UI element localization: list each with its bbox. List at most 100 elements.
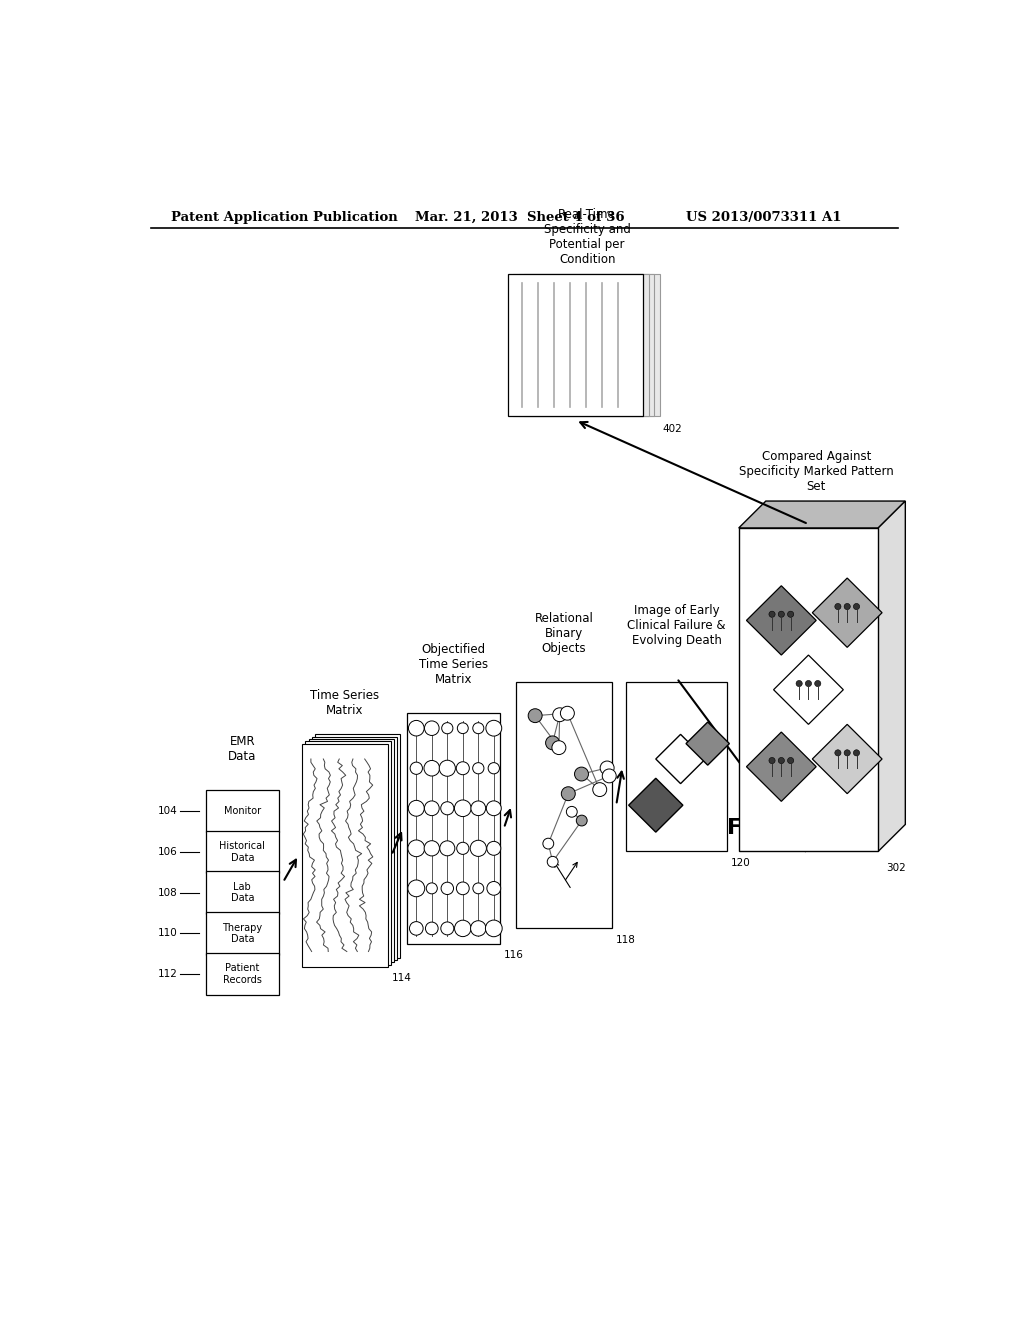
Text: 106: 106: [158, 847, 177, 857]
Circle shape: [470, 841, 486, 857]
Circle shape: [473, 723, 483, 734]
Text: EMR
Data: EMR Data: [228, 735, 256, 763]
Circle shape: [796, 681, 802, 686]
Text: Relational
Binary
Objects: Relational Binary Objects: [535, 612, 593, 655]
Text: 118: 118: [616, 935, 636, 945]
Circle shape: [409, 800, 424, 816]
Circle shape: [473, 883, 483, 894]
Circle shape: [425, 923, 438, 935]
Circle shape: [440, 801, 454, 814]
Circle shape: [543, 838, 554, 849]
Polygon shape: [812, 578, 882, 647]
Circle shape: [455, 800, 471, 817]
Bar: [627, 682, 727, 851]
Circle shape: [410, 921, 423, 935]
Circle shape: [426, 883, 437, 894]
Circle shape: [439, 760, 456, 776]
Circle shape: [488, 763, 500, 774]
Polygon shape: [773, 655, 844, 725]
Circle shape: [441, 722, 453, 734]
Circle shape: [424, 760, 439, 776]
Text: FIG. 4: FIG. 4: [727, 818, 800, 838]
Bar: [302, 743, 388, 966]
Circle shape: [457, 882, 469, 895]
Circle shape: [835, 603, 841, 610]
Circle shape: [577, 816, 587, 826]
Circle shape: [411, 762, 423, 775]
Circle shape: [844, 750, 850, 756]
Polygon shape: [738, 502, 905, 528]
Circle shape: [844, 603, 850, 610]
Circle shape: [778, 758, 784, 763]
Circle shape: [408, 880, 425, 896]
Circle shape: [561, 787, 575, 801]
Circle shape: [425, 721, 439, 735]
Circle shape: [547, 857, 558, 867]
Circle shape: [593, 783, 606, 796]
Polygon shape: [879, 502, 905, 851]
Bar: [305, 742, 391, 965]
Circle shape: [455, 920, 471, 937]
Text: 112: 112: [158, 969, 177, 979]
Circle shape: [439, 841, 455, 855]
Bar: [206, 830, 280, 873]
Text: 402: 402: [663, 424, 683, 434]
Text: Patent Application Publication: Patent Application Publication: [171, 211, 397, 224]
Bar: [407, 713, 500, 944]
Circle shape: [835, 750, 841, 756]
Polygon shape: [812, 725, 882, 793]
Circle shape: [458, 723, 468, 734]
Circle shape: [473, 763, 484, 774]
Polygon shape: [746, 733, 816, 801]
Circle shape: [485, 920, 502, 937]
Text: 120: 120: [731, 858, 751, 867]
Circle shape: [600, 762, 614, 775]
Text: Real-Time
Specificity and
Potential per
Condition: Real-Time Specificity and Potential per …: [544, 209, 631, 267]
Text: Image of Early
Clinical Failure &
Evolving Death: Image of Early Clinical Failure & Evolvi…: [628, 605, 726, 647]
Circle shape: [560, 706, 574, 721]
Text: Objectified
Time Series
Matrix: Objectified Time Series Matrix: [419, 643, 488, 686]
Circle shape: [778, 611, 784, 618]
Text: 114: 114: [391, 973, 412, 983]
Bar: [206, 953, 280, 995]
Text: 104: 104: [158, 807, 177, 816]
Circle shape: [486, 841, 501, 855]
Circle shape: [546, 737, 559, 750]
Circle shape: [769, 611, 775, 618]
Circle shape: [805, 681, 812, 686]
Circle shape: [552, 741, 566, 755]
Circle shape: [853, 750, 859, 756]
Circle shape: [457, 762, 469, 775]
Text: 116: 116: [504, 950, 523, 960]
Polygon shape: [746, 586, 816, 655]
Bar: [206, 871, 280, 913]
Circle shape: [528, 709, 542, 722]
Circle shape: [602, 770, 616, 783]
Circle shape: [408, 840, 425, 857]
Circle shape: [486, 882, 501, 895]
Text: Lab
Data: Lab Data: [230, 882, 254, 903]
Bar: [314, 734, 400, 958]
Circle shape: [787, 758, 794, 763]
Circle shape: [409, 721, 424, 737]
Bar: [524, 275, 659, 416]
Text: Patient
Records: Patient Records: [223, 964, 262, 985]
Circle shape: [769, 758, 775, 763]
Text: 302: 302: [886, 863, 905, 873]
Bar: [311, 737, 397, 960]
Polygon shape: [686, 722, 729, 766]
Circle shape: [853, 603, 859, 610]
Circle shape: [441, 882, 454, 895]
Bar: [308, 739, 394, 962]
Text: US 2013/0073311 A1: US 2013/0073311 A1: [686, 211, 842, 224]
Circle shape: [485, 721, 502, 737]
Bar: [518, 275, 654, 416]
Text: 110: 110: [158, 928, 177, 939]
Circle shape: [440, 921, 454, 935]
Circle shape: [424, 801, 439, 816]
Circle shape: [471, 921, 486, 936]
Bar: [738, 528, 879, 851]
Text: Mar. 21, 2013  Sheet 4 of 36: Mar. 21, 2013 Sheet 4 of 36: [415, 211, 625, 224]
Circle shape: [787, 611, 794, 618]
Text: Therapy
Data: Therapy Data: [222, 923, 262, 944]
